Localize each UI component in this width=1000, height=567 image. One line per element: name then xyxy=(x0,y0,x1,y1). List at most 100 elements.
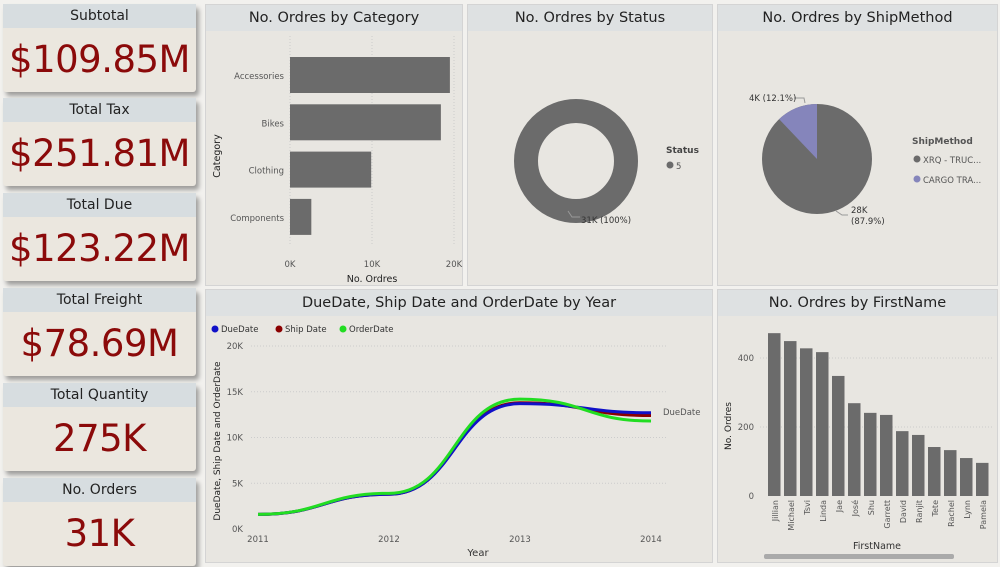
legend-marker xyxy=(275,325,283,333)
x-tick-label: 20K xyxy=(446,260,463,270)
y-tick-label: 200 xyxy=(738,423,754,433)
bar xyxy=(290,57,450,93)
kpi-card: Total Due $123.22M xyxy=(3,193,196,281)
category-label: Jillian xyxy=(771,500,780,522)
legend-marker xyxy=(666,161,674,169)
category-label: Rachel xyxy=(947,500,956,527)
x-tick-label: 2011 xyxy=(247,535,269,545)
kpi-card: No. Orders 31K xyxy=(3,478,196,566)
y-tick-label: 0K xyxy=(232,525,243,535)
chart-title: No. Ordres by FirstName xyxy=(718,290,997,316)
chart-title: No. Ordres by Status xyxy=(468,5,712,31)
category-label: Shu xyxy=(867,500,876,515)
x-axis-title: FirstName xyxy=(853,541,901,552)
y-axis-title: No. Ordres xyxy=(724,402,734,450)
y-tick-label: 15K xyxy=(227,388,244,398)
bar xyxy=(784,341,797,496)
legend-title: ShipMethod xyxy=(912,137,973,147)
chart-title: DueDate, Ship Date and OrderDate by Year xyxy=(206,290,712,316)
category-label: David xyxy=(899,500,908,523)
category-label: Bikes xyxy=(262,119,285,129)
y-tick-label: 400 xyxy=(738,354,754,364)
category-label: Pamela xyxy=(979,500,988,529)
kpi-label: Total Freight xyxy=(3,288,196,312)
category-label: José xyxy=(850,500,860,517)
bar xyxy=(896,431,909,496)
leader-line xyxy=(835,210,848,216)
x-axis-title: No. Ordres xyxy=(347,274,398,285)
bar xyxy=(290,151,372,188)
category-label: Jae xyxy=(835,500,844,513)
firstname-chart[interactable]: No. Ordres by FirstName 0 200 400 Jillian Mi… xyxy=(717,289,998,563)
kpi-card: Total Freight $78.69M xyxy=(3,288,196,376)
chart-title: No. Ordres by ShipMethod xyxy=(718,5,997,31)
kpi-card: Total Quantity 275K xyxy=(3,383,196,471)
y-tick-label: 5K xyxy=(232,479,243,489)
bar xyxy=(290,198,312,235)
bar xyxy=(976,462,989,496)
category-label: Garrett xyxy=(883,500,892,529)
bar xyxy=(864,412,877,496)
x-tick-label: 2012 xyxy=(378,535,400,545)
legend-label: XRQ - TRUC... xyxy=(923,156,981,166)
bar xyxy=(290,104,441,141)
pie-slice xyxy=(779,104,817,159)
kpi-value: 31K xyxy=(64,512,135,555)
bar xyxy=(800,348,813,496)
line-series xyxy=(257,397,652,516)
line-series xyxy=(257,401,652,516)
legend-marker xyxy=(339,325,347,333)
kpi-card: Subtotal $109.85M xyxy=(3,4,196,92)
category-label: Tsvi xyxy=(803,500,812,516)
y-tick-label: 10K xyxy=(227,434,244,444)
bar xyxy=(944,450,957,496)
data-label: 28K xyxy=(851,206,868,216)
kpi-value: 275K xyxy=(53,417,146,460)
category-chart[interactable]: No. Ordres by Category 0K 10K 20K Accessori… xyxy=(205,4,463,286)
y-axis-title: DueDate, Ship Date and OrderDate xyxy=(213,361,223,521)
bar xyxy=(960,458,973,496)
legend-marker xyxy=(913,175,921,183)
line-series xyxy=(257,402,652,516)
leader-line xyxy=(567,210,580,218)
x-tick-label: 2014 xyxy=(640,535,662,545)
kpi-value: $109.85M xyxy=(9,38,190,81)
legend-marker xyxy=(211,325,219,333)
legend-title: Status xyxy=(666,146,699,156)
x-tick-label: 0K xyxy=(285,260,296,270)
kpi-label: No. Orders xyxy=(3,478,196,502)
category-label: Michael xyxy=(787,500,796,531)
shipmethod-chart[interactable]: No. Ordres by ShipMethod 4K (12.1%) 28K (8… xyxy=(717,4,998,286)
bar xyxy=(832,375,845,496)
category-label: Clothing xyxy=(249,167,284,177)
data-label: (87.9%) xyxy=(851,217,885,227)
kpi-label: Subtotal xyxy=(3,4,196,28)
bar xyxy=(848,403,861,496)
y-tick-label: 0 xyxy=(749,492,754,502)
kpi-value: $78.69M xyxy=(20,322,179,365)
dates-by-year-chart[interactable]: DueDate, Ship Date and OrderDate by Year… xyxy=(205,289,713,563)
kpi-label: Total Quantity xyxy=(3,383,196,407)
kpi-value: $123.22M xyxy=(9,227,190,270)
chart-title: No. Ordres by Category xyxy=(206,5,462,31)
x-tick-label: 2013 xyxy=(509,535,531,545)
legend-label: OrderDate xyxy=(349,325,393,335)
category-label: Tete xyxy=(931,500,940,518)
donut-slice xyxy=(514,99,638,223)
leader-line xyxy=(794,97,806,104)
legend-label: 5 xyxy=(676,162,681,172)
status-chart[interactable]: No. Ordres by Status 31K (100%) Status 5 xyxy=(467,4,713,286)
bar xyxy=(928,447,941,496)
category-label: Ranjit xyxy=(915,500,924,523)
kpi-value: $251.81M xyxy=(9,132,190,175)
horizontal-scrollbar[interactable] xyxy=(764,554,954,559)
legend-marker xyxy=(913,155,921,163)
category-label: Linda xyxy=(819,500,828,522)
category-label: Accessories xyxy=(234,72,284,82)
x-tick-label: 10K xyxy=(364,260,381,270)
y-axis-title: Category xyxy=(212,134,223,178)
bar xyxy=(816,352,829,496)
y-tick-label: 20K xyxy=(227,342,244,352)
bar xyxy=(768,333,781,496)
kpi-label: Total Tax xyxy=(3,98,196,122)
